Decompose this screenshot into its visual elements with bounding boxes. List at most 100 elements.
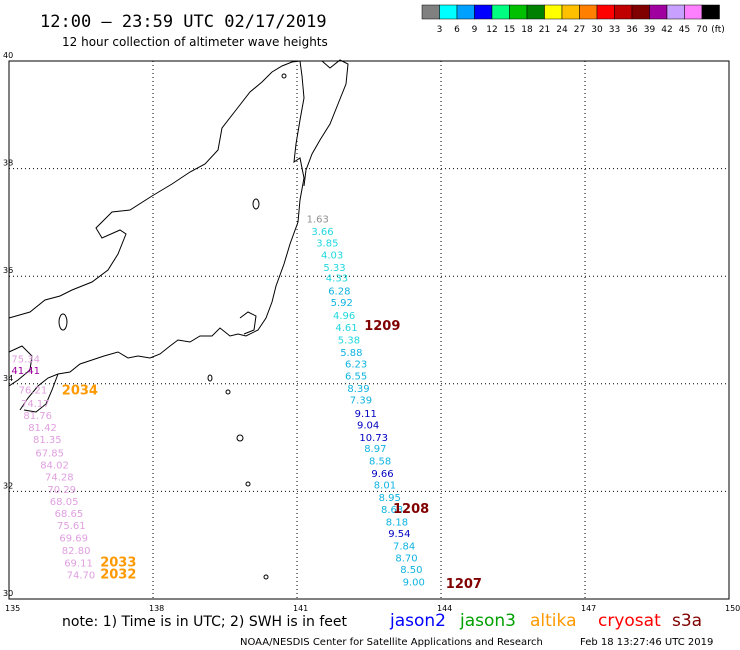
coastline — [8, 59, 349, 580]
lake-biwa — [58, 313, 68, 331]
wave-height-label: 7.84 — [393, 542, 415, 553]
wave-height-label: 8.70 — [395, 553, 417, 564]
altimeter-tracks: 1.63 3.663.854.03 5.334.336.285.92 4.964.61… — [11, 214, 424, 588]
satellite-legend: jason2 jason3 altika cryosat s3a — [389, 611, 702, 631]
wave-height-label: 5.88 — [340, 348, 362, 359]
wave-height-label: 6.55 — [345, 371, 367, 382]
legend-tick-label: 33 — [609, 25, 620, 35]
wave-height-label: 9.04 — [357, 420, 379, 431]
wave-height-label: 5.92 — [331, 298, 353, 309]
coastline-boso — [239, 311, 257, 335]
wave-height-label: 8.58 — [369, 457, 391, 468]
island-sado — [281, 73, 287, 79]
legend-swatch — [491, 4, 510, 20]
wave-height-label: 5.38 — [338, 335, 360, 346]
pass-time-label: 2032 — [100, 568, 136, 583]
wave-height-label: 75.61 — [57, 521, 86, 532]
wave-height-label: 70.29 — [47, 485, 76, 496]
legend-swatch — [614, 4, 633, 20]
lon-tick-label: 144 — [437, 604, 452, 613]
wave-height-label: 69.11 — [64, 559, 93, 570]
wave-height-label: 9.54 — [388, 529, 410, 540]
lon-tick-label: 138 — [149, 604, 164, 613]
coastline-northern — [303, 59, 349, 187]
legend-tick-label: 42 — [661, 25, 672, 35]
legend-tick-label: 18 — [521, 25, 533, 35]
legend-swatch — [439, 4, 458, 20]
wave-height-label: 75.34 — [11, 354, 40, 365]
graticule — [9, 61, 729, 599]
wave-height-label: 8.39 — [347, 384, 369, 395]
axis-tick-labels: 135 138 141 144 147 150 40 38 36 34 32 30 — [3, 51, 740, 613]
legend-swatch — [579, 4, 598, 20]
legend-tick-label: 70 — [696, 25, 708, 35]
lat-tick-label: 38 — [3, 159, 13, 168]
pass-time-label: 2033 — [100, 556, 136, 571]
wave-height-label: 8.01 — [374, 481, 396, 492]
coastline-honshu — [8, 60, 305, 411]
legend-tick-label: 27 — [574, 25, 585, 35]
legend-tick-label: 36 — [626, 25, 638, 35]
wave-height-label: 1.63 — [307, 214, 329, 225]
wave-height-label: 8.63 — [381, 505, 403, 516]
wave-height-label: 3.66 — [311, 227, 333, 238]
satellite-cryosat: cryosat — [598, 611, 661, 631]
island-miyake — [236, 434, 244, 442]
track-s3a-east: 1.63 3.663.854.03 5.334.336.285.92 4.964.61… — [307, 214, 425, 588]
wave-height-label: 10.73 — [359, 433, 388, 444]
lat-tick-label: 34 — [3, 374, 13, 383]
satellite-s3a: s3a — [672, 611, 702, 631]
wave-height-label: 74.17 — [21, 399, 50, 410]
color-legend: 3 6 9 12 15 18 21 24 27 30 33 36 39 42 45 70 (ft) — [421, 4, 725, 35]
lat-tick-label: 40 — [3, 51, 13, 60]
wave-height-label: 9.00 — [403, 578, 425, 589]
wave-height-label: 81.42 — [28, 423, 57, 434]
satellite-altika: altika — [530, 611, 577, 631]
legend-swatch — [649, 4, 668, 20]
wave-height-label: 67.85 — [35, 448, 64, 459]
legend-unit: (ft) — [711, 25, 725, 35]
pass-time-label: 1208 — [393, 502, 429, 517]
legend-swatch — [544, 4, 563, 20]
lat-tick-label: 32 — [3, 481, 13, 490]
lon-tick-label: 141 — [293, 604, 308, 613]
legend-tick-label: 15 — [504, 25, 515, 35]
satellite-jason2: jason2 — [389, 611, 446, 631]
legend-tick-label: 30 — [591, 25, 603, 35]
wave-height-label: 9.11 — [355, 409, 377, 420]
island-izu-oshima — [207, 374, 213, 382]
wave-height-label: 8.95 — [379, 493, 401, 504]
wave-height-label: 8.50 — [400, 565, 422, 576]
footer-note: note: 1) Time is in UTC; 2) SWH is in fe… — [62, 614, 348, 630]
wave-height-label: 74.70 — [67, 571, 96, 582]
wave-height-label: 7.39 — [350, 396, 372, 407]
legend-tick-label: 6 — [454, 25, 460, 35]
footer-credit: NOAA/NESDIS Center for Satellite Applica… — [240, 637, 543, 648]
legend-tick-label: 45 — [679, 25, 690, 35]
wave-height-label: 4.33 — [326, 274, 348, 285]
legend-swatch — [701, 4, 720, 20]
coastline-shikoku — [8, 345, 33, 387]
wave-height-label: 4.03 — [321, 250, 343, 261]
legend-swatch — [561, 4, 580, 20]
legend-swatch — [421, 4, 440, 20]
lon-tick-label: 147 — [581, 604, 596, 613]
wave-height-label: 8.18 — [386, 517, 408, 528]
lat-tick-label: 36 — [3, 266, 13, 275]
island-hachijo — [245, 481, 251, 487]
wave-height-label: 3.85 — [316, 239, 338, 250]
wave-height-label: 69.69 — [59, 533, 88, 544]
legend-tick-label: 9 — [472, 25, 478, 35]
legend-tick-label: 24 — [556, 25, 568, 35]
wave-height-label: 84.02 — [40, 460, 69, 471]
legend-tick-label: 12 — [486, 25, 497, 35]
wave-height-label: 9.66 — [371, 469, 393, 480]
legend-swatch — [666, 4, 685, 20]
wave-height-label: 68.05 — [50, 497, 79, 508]
wave-height-label: 8.97 — [364, 444, 386, 455]
lon-tick-label: 150 — [725, 604, 740, 613]
island-niijima — [225, 389, 231, 395]
wave-height-label: 6.23 — [345, 360, 367, 371]
